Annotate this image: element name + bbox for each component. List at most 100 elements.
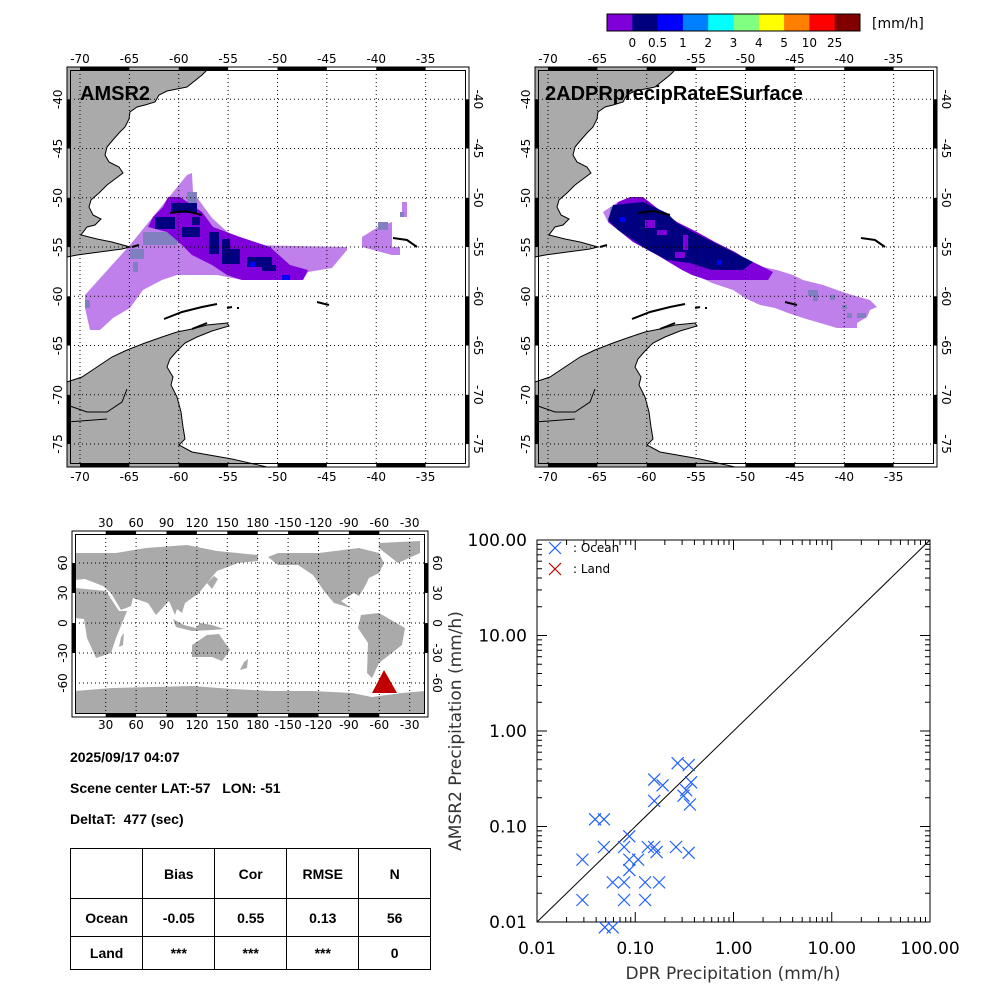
data-point-ocean — [622, 863, 636, 877]
lon-tick-label: -65 — [120, 470, 140, 484]
frame-bar — [105, 713, 137, 717]
lat-tick-label: -55 — [519, 237, 533, 257]
axis-ticks: 0.01 0.10 1.00 10.00 100.00 0.01 0.10 1.00 10.00… — [468, 531, 960, 959]
lon-tick-label: -65 — [588, 52, 608, 66]
map-frame-inner — [75, 534, 425, 714]
x-tick-label: 0.01 — [518, 939, 556, 959]
lat-tick-label: -65 — [519, 336, 533, 356]
frame-bar — [178, 463, 229, 467]
lon-tick-label: -45 — [785, 52, 805, 66]
frame-bar — [933, 394, 937, 445]
lon-tick-label: -50 — [268, 470, 288, 484]
marker-stroke — [652, 875, 666, 889]
frame-bar — [105, 531, 137, 535]
lon-tick-label: -70 — [70, 470, 90, 484]
lat-tick-label: -70 — [939, 385, 953, 405]
data-point-ocean — [671, 756, 685, 770]
y-tick-label: 0.10 — [489, 818, 527, 838]
lon-tick-label: -40 — [366, 470, 386, 484]
colorbar-label: 5 — [780, 36, 788, 50]
lon-tick-label: -60 — [637, 470, 657, 484]
frame-bar — [227, 531, 258, 535]
eurasia — [75, 545, 258, 615]
lat-tick-label: -60 — [51, 286, 65, 306]
lat-tick-label: -75 — [51, 434, 65, 454]
marker-stroke — [631, 853, 645, 867]
marker-stroke — [677, 789, 690, 803]
data-point-ocean — [682, 758, 696, 772]
lon-tick-label: -55 — [686, 52, 706, 66]
marker-stroke — [617, 893, 631, 907]
lat-tick-label: -40 — [519, 89, 533, 109]
lat-tick-label: -45 — [51, 139, 65, 159]
y-tick-label: 10.00 — [478, 627, 527, 647]
frame-bar — [288, 531, 319, 535]
table-cell: *** — [142, 936, 216, 970]
frame-bar — [376, 67, 426, 71]
colorbar-cell — [809, 14, 836, 31]
colorbar-label: 3 — [730, 36, 738, 50]
marker-stroke — [683, 798, 697, 811]
data-point-ocean — [682, 846, 696, 860]
table-header: Cor — [214, 848, 288, 899]
one-to-one-line — [536, 539, 931, 923]
frame-bar — [465, 394, 469, 445]
lat-tick-label: 30 — [430, 585, 444, 600]
colorbar-label: 25 — [827, 36, 842, 50]
data-point-ocean — [647, 794, 661, 808]
frame-bar — [376, 463, 426, 467]
lat-tick-label: -60 — [430, 673, 444, 693]
amsr2-precip-field — [85, 173, 407, 330]
lon-tick-label: -65 — [588, 470, 608, 484]
data-point-ocean — [606, 920, 620, 934]
map-frame-inner — [538, 70, 934, 464]
frame-bar — [424, 563, 428, 593]
lat-tick-label: -50 — [51, 188, 65, 208]
lon-tick-label: -150 — [274, 718, 301, 732]
frame-bar — [424, 623, 428, 653]
lat-tick-label: -40 — [471, 89, 485, 109]
data-point-ocean — [684, 775, 698, 789]
antarctica — [75, 686, 425, 714]
data-point-ocean — [617, 840, 631, 854]
marker-stroke — [576, 893, 589, 907]
frame-bar — [166, 531, 197, 535]
lat-tick-label: -60 — [939, 286, 953, 306]
table-cell: *** — [286, 936, 360, 970]
data-points — [576, 756, 698, 934]
marker-stroke — [548, 541, 562, 555]
frame-bar — [277, 67, 327, 71]
frame-bar — [178, 67, 229, 71]
marker-stroke — [647, 773, 661, 786]
map-title: AMSR2 — [80, 83, 150, 105]
lat-tick-label: -30 — [430, 643, 444, 663]
lon-tick-label: 120 — [185, 516, 208, 530]
lat-tick-label: -50 — [519, 188, 533, 208]
data-point-ocean — [631, 853, 645, 867]
map-title: 2ADPRprecipRateESurface — [545, 83, 803, 105]
marker-stroke — [576, 853, 589, 867]
lat-tick-label: 0 — [56, 619, 70, 627]
lon-tick-label: -60 — [369, 516, 389, 530]
table-header: RMSE — [286, 848, 360, 899]
map-frame-outer — [534, 66, 938, 468]
map-frame-inner — [70, 70, 466, 464]
data-point-ocean — [576, 853, 589, 867]
lat-tick-label: -55 — [471, 237, 485, 257]
lon-tick-label: -60 — [369, 718, 389, 732]
frame-bar — [535, 394, 539, 445]
legend-land-marker — [548, 562, 562, 576]
marker-stroke — [671, 756, 685, 770]
colorbar-label: 0 — [628, 36, 636, 50]
scene-center: Scene center LAT:-57 LON: -51 — [70, 780, 281, 796]
colorbar-cell — [758, 14, 785, 31]
data-point-ocean — [650, 845, 664, 859]
lon-tick-label: 60 — [128, 516, 143, 530]
marker-stroke — [622, 863, 636, 877]
table-cell: 0 — [358, 936, 431, 970]
frame-bar — [933, 197, 937, 248]
amsr2-map: -70 -70 -65 -65 -60 -60 -55 -55 -50 -50 -45 -45 -40 -… — [51, 52, 485, 484]
lon-tick-label: -35 — [416, 470, 436, 484]
marker-stroke — [682, 758, 696, 772]
africa — [75, 588, 127, 658]
